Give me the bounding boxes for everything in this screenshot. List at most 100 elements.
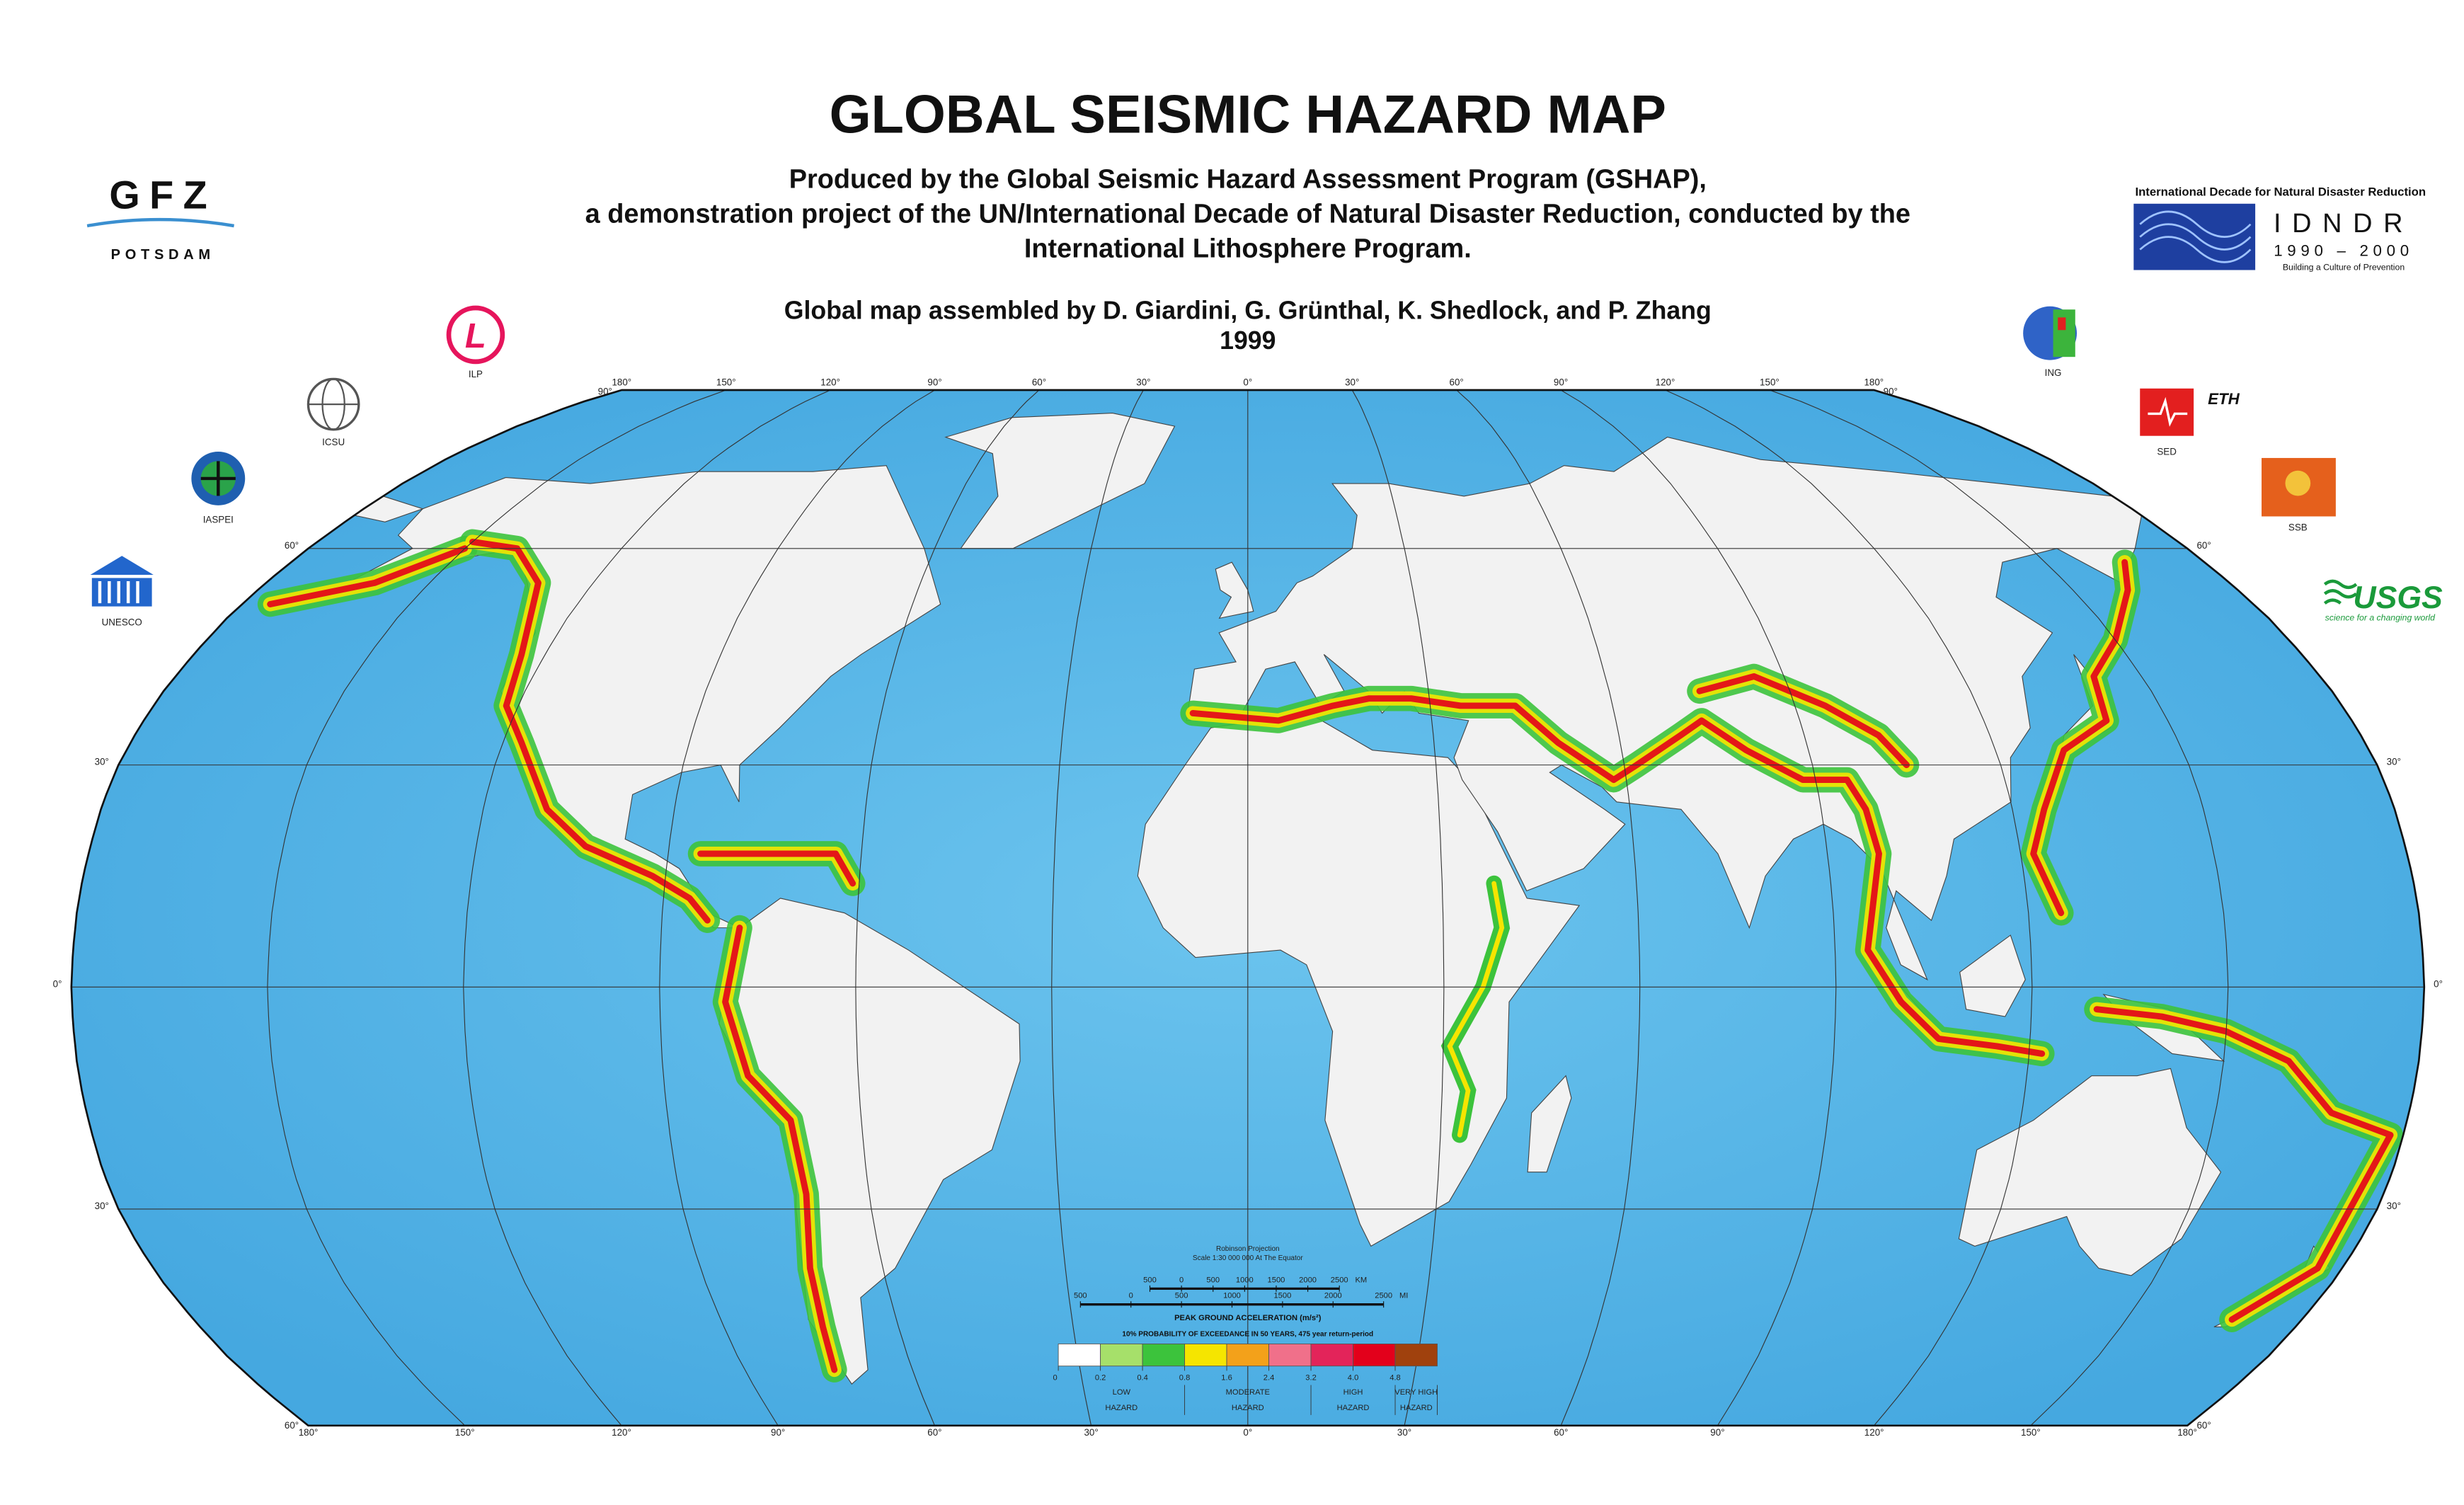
scale-bar-label: 1500: [1273, 1292, 1291, 1300]
icsu-logo: ICSU: [306, 377, 360, 447]
legend-swatch: [1310, 1344, 1353, 1367]
longitude-label: 0°: [1243, 1427, 1252, 1438]
scale-bar-label: 2000: [1299, 1276, 1317, 1284]
legend-swatch: [1142, 1344, 1186, 1367]
legend-swatch: [1268, 1344, 1312, 1367]
logo-motto: Building a Culture of Prevention: [2283, 262, 2405, 272]
legend-swatch: [1058, 1344, 1101, 1367]
legend-subtitle: 10% PROBABILITY OF EXCEEDANCE IN 50 YEAR…: [1122, 1330, 1373, 1338]
meridian: [659, 390, 935, 1426]
legend-swatch: [1226, 1344, 1269, 1367]
hazard-belt: [2093, 1006, 2394, 1323]
latitude-label: 60°: [2196, 1420, 2211, 1431]
latitude-label: 90°: [598, 387, 612, 397]
legend-class-label: HAZARD: [1400, 1404, 1433, 1412]
logo-text: ETH: [2208, 390, 2240, 408]
meridian: [1456, 390, 1641, 1426]
scale-bar-label: 500: [1074, 1292, 1087, 1300]
longitude-label: 30°: [1397, 1427, 1411, 1438]
longitude-label: 90°: [1710, 1427, 1724, 1438]
map: 180° 180° 150° 150° 120° 120° 90° 90° 60° 60° 30° 3…: [53, 377, 2443, 1438]
map-content: [71, 390, 2424, 1426]
legend-tick-label: 0.4: [1137, 1374, 1148, 1383]
latitude-label: 90°: [1884, 387, 1898, 397]
hazard-belt: [267, 545, 469, 607]
longitude-label: 0°: [1243, 377, 1252, 387]
legend-swatch: [1353, 1344, 1396, 1367]
scale-bar-unit: KM: [1356, 1276, 1368, 1284]
logo-label: ICSU: [322, 437, 345, 447]
projection-note: Robinson Projection: [1216, 1245, 1280, 1253]
gfz-logo: GFZ POTSDAM: [86, 173, 234, 263]
logo-label: SED: [2157, 446, 2177, 457]
scale-bar-label: 2500: [1331, 1276, 1348, 1284]
legend-class-label: HAZARD: [1105, 1404, 1138, 1412]
longitude-label: 120°: [820, 377, 840, 387]
longitude-label: 60°: [927, 1427, 941, 1438]
longitude-label: 30°: [1345, 377, 1359, 387]
usgs-logo: USGS science for a changing world: [2323, 579, 2443, 623]
latitude-label: 60°: [285, 540, 299, 551]
longitude-label: 60°: [1450, 377, 1464, 387]
logo-heading: International Decade for Natural Disaste…: [2135, 185, 2426, 199]
legend-class-label: HAZARD: [1337, 1404, 1370, 1412]
title: GLOBAL SEISMIC HAZARD MAP: [830, 84, 1666, 144]
legend-swatch: [1394, 1344, 1438, 1367]
legend-class-label: LOW: [1113, 1388, 1131, 1397]
longitude-label: 150°: [2021, 1427, 2041, 1438]
latitude-label: 30°: [2387, 1201, 2401, 1211]
logo-text: USGS: [2353, 580, 2443, 615]
ssb-logo: SSB: [2262, 457, 2336, 533]
ing-logo: ING: [2023, 306, 2078, 378]
logo-text: GFZ: [109, 173, 217, 217]
legend-tick-label: 4.8: [1389, 1374, 1401, 1383]
longitude-label: 90°: [927, 377, 941, 387]
authors: Global map assembled by D. Giardini, G. …: [784, 297, 1712, 325]
legend-class-label: VERY HIGH: [1394, 1388, 1438, 1397]
landmass: [1186, 436, 2143, 981]
longitude-label: 180°: [1864, 377, 1884, 387]
longitude-label: 150°: [455, 1427, 475, 1438]
latitude-label: 30°: [95, 757, 109, 767]
scale-bar-label: 500: [1206, 1276, 1220, 1284]
scale-bar-label: 0: [1129, 1292, 1133, 1300]
scale-bar-label: 500: [1143, 1276, 1157, 1284]
subtitle-line: a demonstration project of the UN/Intern…: [585, 200, 1910, 229]
meridian: [1769, 390, 2229, 1426]
latitude-label: 60°: [2196, 540, 2211, 551]
legend-tick-label: 4.0: [1348, 1374, 1359, 1383]
svg-text:L: L: [465, 317, 486, 355]
longitude-label: 30°: [1084, 1427, 1098, 1438]
legend-class-label: HIGH: [1343, 1388, 1363, 1397]
scale-bar-label: 500: [1175, 1292, 1188, 1300]
latitude-label: 0°: [2434, 978, 2443, 989]
scale-bar-label: 2500: [1375, 1292, 1392, 1300]
longitude-label: 90°: [771, 1427, 785, 1438]
scale-bar-unit: MI: [1399, 1292, 1408, 1300]
landmass: [1527, 1075, 1572, 1173]
sed-logo: ETH SED: [2140, 388, 2240, 457]
iaspei-logo: IASPEI: [191, 452, 246, 525]
scale-note: Scale 1:30 000 000 At The Equator: [1193, 1254, 1303, 1262]
logo-text: IDNDR: [2274, 209, 2414, 239]
scale-bar-label: 1500: [1268, 1276, 1285, 1284]
meridian: [1051, 390, 1144, 1426]
latitude-label: 0°: [53, 978, 62, 989]
hazard-belt: [722, 925, 838, 1373]
hazard-belt: [697, 850, 856, 887]
legend-tick-label: 0: [1053, 1374, 1058, 1383]
logo-label: SSB: [2288, 522, 2308, 533]
hazard-belt: [1447, 881, 1505, 1138]
meridian: [1560, 390, 1837, 1426]
legend-tick-label: 0.2: [1095, 1374, 1106, 1383]
legend-tick-label: 3.2: [1305, 1374, 1317, 1383]
legend-swatch: [1184, 1344, 1227, 1367]
longitude-label: 150°: [1760, 377, 1780, 387]
hazard-belt: [2030, 559, 2131, 917]
scale-bar-label: 0: [1179, 1276, 1184, 1284]
subtitle-line: International Lithosphere Program.: [1024, 234, 1472, 264]
logo-tagline: science for a changing world: [2325, 613, 2436, 623]
